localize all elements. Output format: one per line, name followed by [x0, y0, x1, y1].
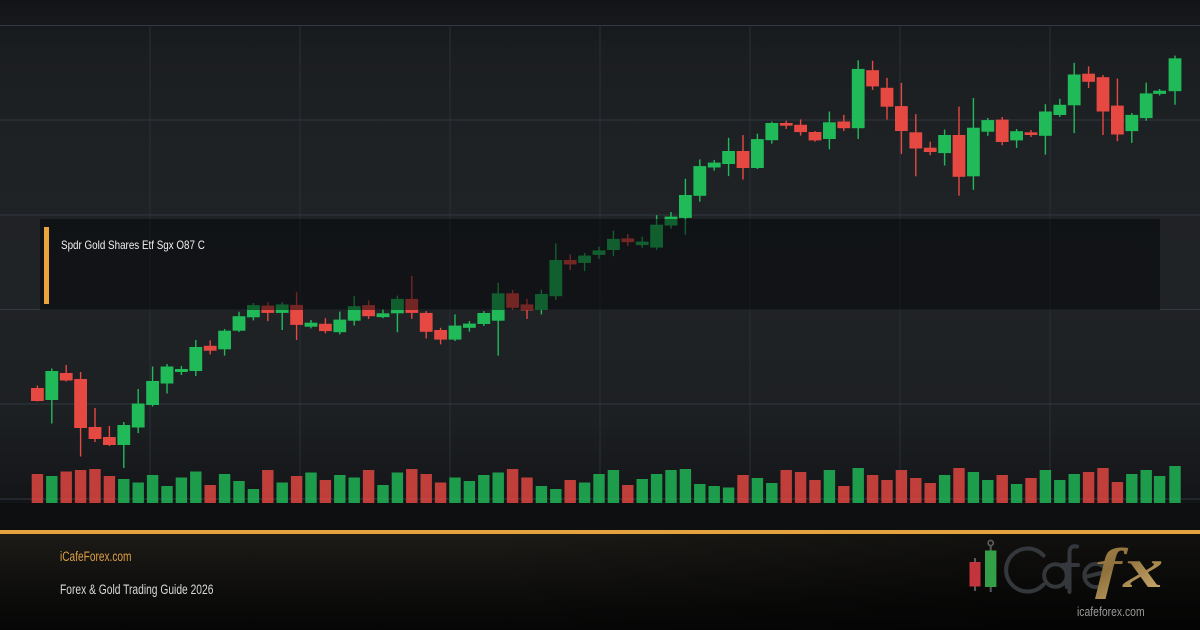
svg-text:fx: fx [1095, 536, 1165, 599]
